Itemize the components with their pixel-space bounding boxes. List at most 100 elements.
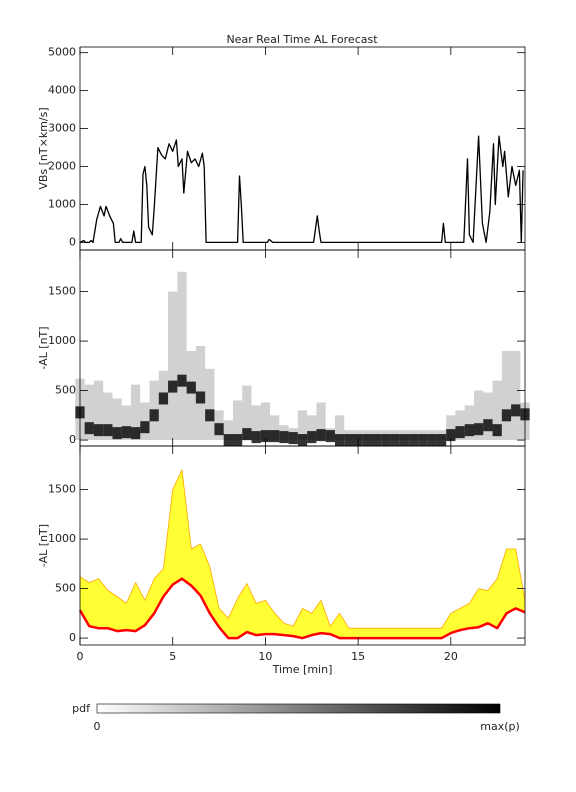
density-spread: [168, 291, 178, 441]
density-spread: [223, 420, 233, 441]
x-tick-label: 15: [351, 650, 365, 663]
density-core: [334, 434, 345, 447]
colorbar-label: pdf: [72, 702, 91, 715]
density-spread: [232, 400, 243, 441]
density-spread: [474, 390, 484, 441]
density-core: [223, 434, 233, 447]
density-core: [251, 431, 261, 444]
density-spread: [446, 415, 456, 441]
density-core: [288, 432, 298, 445]
colorbar-max: max(p): [480, 720, 520, 733]
band-upper-line: [79, 469, 526, 629]
density-core: [195, 391, 206, 404]
density-spread: [501, 350, 512, 441]
density-core: [205, 409, 215, 422]
density-core: [242, 428, 252, 441]
density-core: [409, 434, 419, 447]
density-spread: [242, 385, 252, 441]
density-core: [140, 421, 150, 434]
density-core: [307, 431, 317, 444]
density-core: [483, 419, 493, 432]
density-spread: [205, 368, 215, 441]
density-spread: [103, 392, 113, 441]
density-core: [446, 429, 456, 442]
y-tick-label: 500: [55, 384, 76, 397]
density-core: [84, 422, 94, 435]
y-tick-label: 5000: [48, 46, 76, 59]
density-core: [214, 423, 224, 436]
density-spread: [177, 271, 187, 441]
y-tick-label: 0: [69, 235, 76, 248]
density-core: [492, 424, 502, 437]
density-core: [390, 434, 400, 447]
x-tick-label: 0: [77, 650, 84, 663]
y-axis-label: -AL [nT]: [37, 326, 50, 369]
density-core: [316, 429, 326, 442]
y-tick-label: 1000: [48, 334, 76, 347]
density-spread: [260, 402, 271, 441]
y-axis-label: -AL [nT]: [37, 524, 50, 567]
median-line: [78, 577, 526, 640]
density-spread: [84, 384, 94, 441]
y-tick-label: 1000: [48, 197, 76, 210]
chart-title: Near Real Time AL Forecast: [226, 33, 378, 46]
density-core: [130, 427, 141, 440]
density-spread: [455, 410, 465, 441]
density-spread: [307, 415, 317, 441]
colorbar-min: 0: [94, 720, 101, 733]
density-core: [177, 374, 187, 387]
density-spread: [483, 392, 493, 441]
density-spread: [511, 350, 521, 441]
density-core: [297, 434, 308, 447]
density-spread: [251, 405, 261, 441]
density-core: [325, 430, 335, 443]
density-core: [436, 434, 447, 447]
plot-frame: [79, 46, 526, 251]
y-tick-label: 3000: [48, 122, 76, 135]
density-core: [455, 426, 465, 439]
density-spread: [186, 350, 196, 441]
density-spread: [334, 415, 345, 441]
density-core: [93, 424, 104, 437]
y-tick-label: 0: [69, 433, 76, 446]
density-core: [279, 431, 289, 444]
density-core: [381, 434, 391, 447]
density-spread: [464, 405, 475, 441]
y-tick-label: 1500: [48, 483, 76, 496]
x-axis-label: Time [min]: [272, 663, 333, 676]
density-core: [344, 434, 354, 447]
density-core: [186, 381, 196, 394]
density-core: [158, 392, 169, 405]
density-spread: [93, 380, 104, 441]
y-tick-label: 2000: [48, 160, 76, 173]
density-spread: [112, 398, 122, 441]
density-spread: [158, 370, 169, 441]
x-tick-label: 20: [444, 650, 458, 663]
y-tick-label: 1500: [48, 285, 76, 298]
density-core: [232, 434, 243, 447]
density-spread: [297, 410, 308, 441]
density-core: [149, 409, 159, 422]
colorbar: [96, 703, 501, 714]
density-core: [112, 427, 122, 440]
density-core: [427, 434, 437, 447]
density-core: [121, 426, 131, 439]
x-tick-label: 10: [258, 650, 272, 663]
density-spread: [130, 384, 141, 441]
y-tick-label: 4000: [48, 84, 76, 97]
density-core: [362, 434, 373, 447]
forecast-band: [80, 469, 525, 639]
density-core: [372, 434, 382, 447]
y-tick-label: 0: [69, 631, 76, 644]
y-tick-label: 500: [55, 582, 76, 595]
density-spread: [121, 405, 131, 441]
x-tick-label: 5: [169, 650, 176, 663]
density-core: [270, 430, 280, 443]
density-spread: [316, 402, 326, 441]
vbs-line: [79, 135, 524, 244]
y-tick-label: 1000: [48, 532, 76, 545]
density-core: [501, 409, 512, 422]
density-core: [103, 424, 113, 437]
density-spread: [270, 415, 280, 441]
